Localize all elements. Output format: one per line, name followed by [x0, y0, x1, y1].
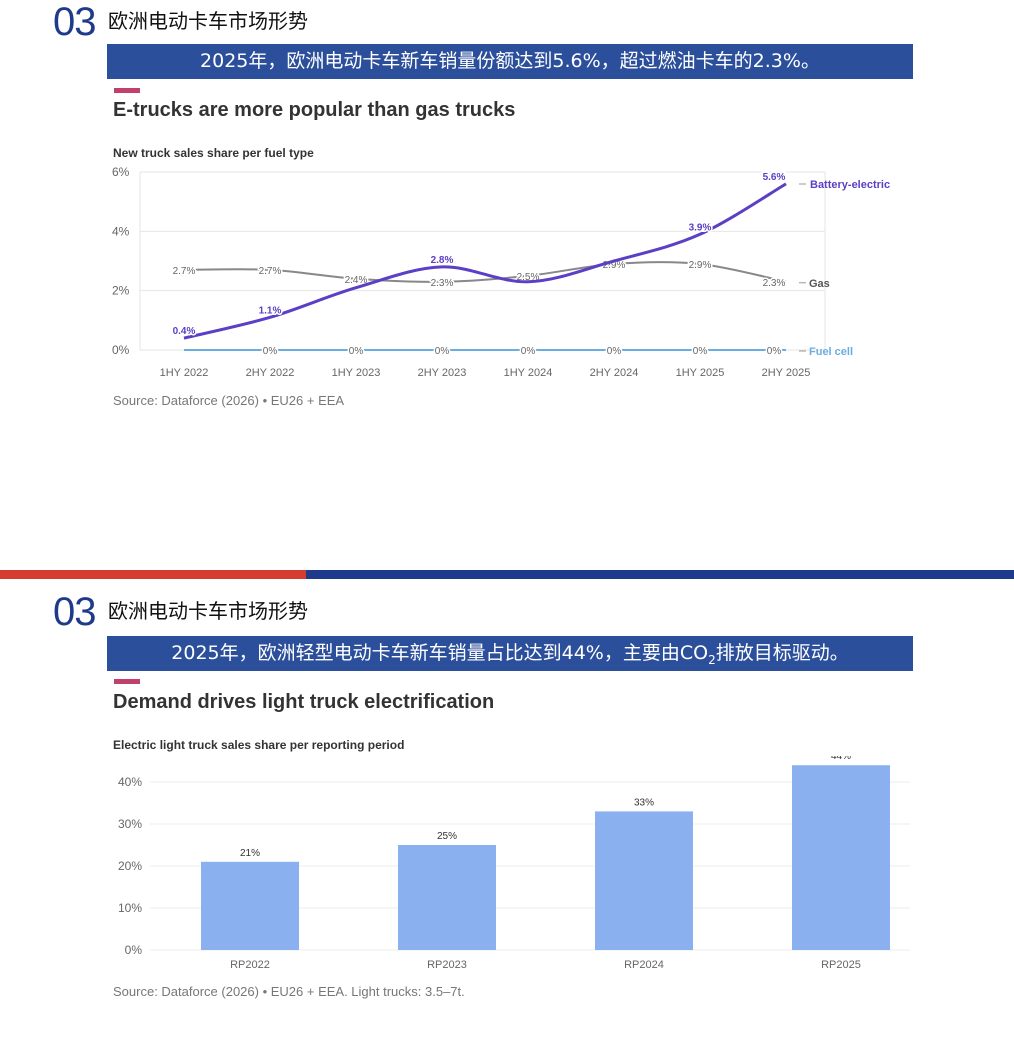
- y-tick-label: 2%: [112, 284, 130, 298]
- section-number: 03: [53, 590, 96, 634]
- slide-2: 03 欧洲电动卡车市场形势 2025年，欧洲轻型电动卡车新车销量占比达到44%，…: [0, 566, 1014, 1042]
- data-label: 5.6%: [763, 172, 786, 183]
- y-tick-label: 40%: [118, 775, 142, 789]
- data-label: 0%: [693, 346, 708, 357]
- chart-source: Source: Dataforce (2026) • EU26 + EEA. L…: [113, 984, 465, 999]
- x-tick-label: 2HY 2024: [590, 367, 639, 379]
- data-label: 0%: [349, 346, 364, 357]
- data-label: 2.3%: [431, 278, 454, 289]
- series-line-battery-electric: [183, 182, 787, 340]
- banner-text-end: 排放目标驱动。: [715, 642, 849, 664]
- line-chart: 0% 2% 4% 6% 1HY 2022 2HY 2022 1HY 2023 2HY 2023…: [112, 165, 890, 379]
- series-line-gas: [183, 261, 787, 283]
- divider-blue: [306, 570, 1014, 579]
- x-tick-label: RP2024: [624, 959, 664, 971]
- chart-title: Demand drives light truck electrificatio…: [113, 691, 495, 713]
- headline-banner: 2025年，欧洲轻型电动卡车新车销量占比达到44%，主要由CO2排放目标驱动。: [107, 636, 913, 671]
- chart-subtitle: New truck sales share per fuel type: [113, 146, 314, 160]
- data-label: 0%: [521, 346, 536, 357]
- data-label: 2.3%: [763, 278, 786, 289]
- section-title: 欧洲电动卡车市场形势: [108, 599, 308, 623]
- series-name-label: Fuel cell: [809, 346, 853, 358]
- data-label: 0%: [263, 346, 278, 357]
- banner-text: 2025年，欧洲轻型电动卡车新车销量占比达到44%，主要由CO: [171, 642, 709, 664]
- section-number: 03: [53, 0, 96, 44]
- accent-bar: [114, 88, 140, 93]
- x-tick-label: 1HY 2023: [332, 367, 381, 379]
- x-tick-label: RP2025: [821, 959, 861, 971]
- y-tick-label: 20%: [118, 859, 142, 873]
- chart-source: Source: Dataforce (2026) • EU26 + EEA: [113, 393, 345, 408]
- series-name-label: Battery-electric: [810, 179, 890, 191]
- bar-value-label: 44%: [831, 756, 851, 762]
- headline-banner: 2025年，欧洲电动卡车新车销量份额达到5.6%，超过燃油卡车的2.3%。: [107, 44, 913, 79]
- x-tick-label: 1HY 2025: [676, 367, 725, 379]
- data-label: 2.9%: [689, 260, 712, 271]
- y-tick-label: 0%: [125, 943, 143, 957]
- slide-1: 03 欧洲电动卡车市场形势 2025年，欧洲电动卡车新车销量份额达到5.6%，超…: [53, 0, 913, 408]
- y-tick-label: 6%: [112, 165, 130, 179]
- bar: [201, 861, 299, 950]
- data-label: 0%: [607, 346, 622, 357]
- y-tick-label: 0%: [112, 343, 130, 357]
- data-label: 2.8%: [431, 255, 454, 266]
- series-name-label: Gas: [809, 278, 830, 290]
- chart-title: E-trucks are more popular than gas truck…: [113, 99, 516, 121]
- data-label: 2.4%: [345, 275, 368, 286]
- data-label: 0.4%: [173, 326, 196, 337]
- x-tick-label: 1HY 2024: [504, 367, 553, 379]
- bar-value-label: 25%: [437, 831, 457, 842]
- accent-bar: [114, 679, 140, 684]
- y-tick-label: 30%: [118, 817, 142, 831]
- bar: [398, 845, 496, 950]
- divider-red: [0, 570, 306, 579]
- x-tick-label: RP2022: [230, 959, 270, 971]
- bar: [792, 765, 890, 950]
- bar-value-label: 33%: [634, 797, 654, 808]
- bar-value-label: 21%: [240, 848, 260, 859]
- x-tick-label: 2HY 2023: [418, 367, 467, 379]
- bar: [595, 811, 693, 950]
- data-label: 3.9%: [689, 222, 712, 233]
- y-tick-label: 10%: [118, 901, 142, 915]
- banner-subscript: 2: [708, 652, 716, 667]
- section-title: 欧洲电动卡车市场形势: [108, 9, 308, 33]
- data-label: 0%: [435, 346, 450, 357]
- x-tick-label: 2HY 2022: [246, 367, 295, 379]
- bar-chart: 0% 10% 20% 30% 40% 21% RP2022 25% RP2023 33% RP202…: [118, 756, 910, 971]
- x-tick-label: 2HY 2025: [762, 367, 811, 379]
- chart-subtitle: Electric light truck sales share per rep…: [113, 738, 405, 752]
- data-label: 2.7%: [259, 266, 282, 277]
- data-label: 1.1%: [259, 305, 282, 316]
- data-label: 2.7%: [173, 266, 196, 277]
- x-tick-label: 1HY 2022: [160, 367, 209, 379]
- y-tick-label: 4%: [112, 224, 130, 238]
- data-label: 0%: [767, 346, 782, 357]
- x-tick-label: RP2023: [427, 959, 467, 971]
